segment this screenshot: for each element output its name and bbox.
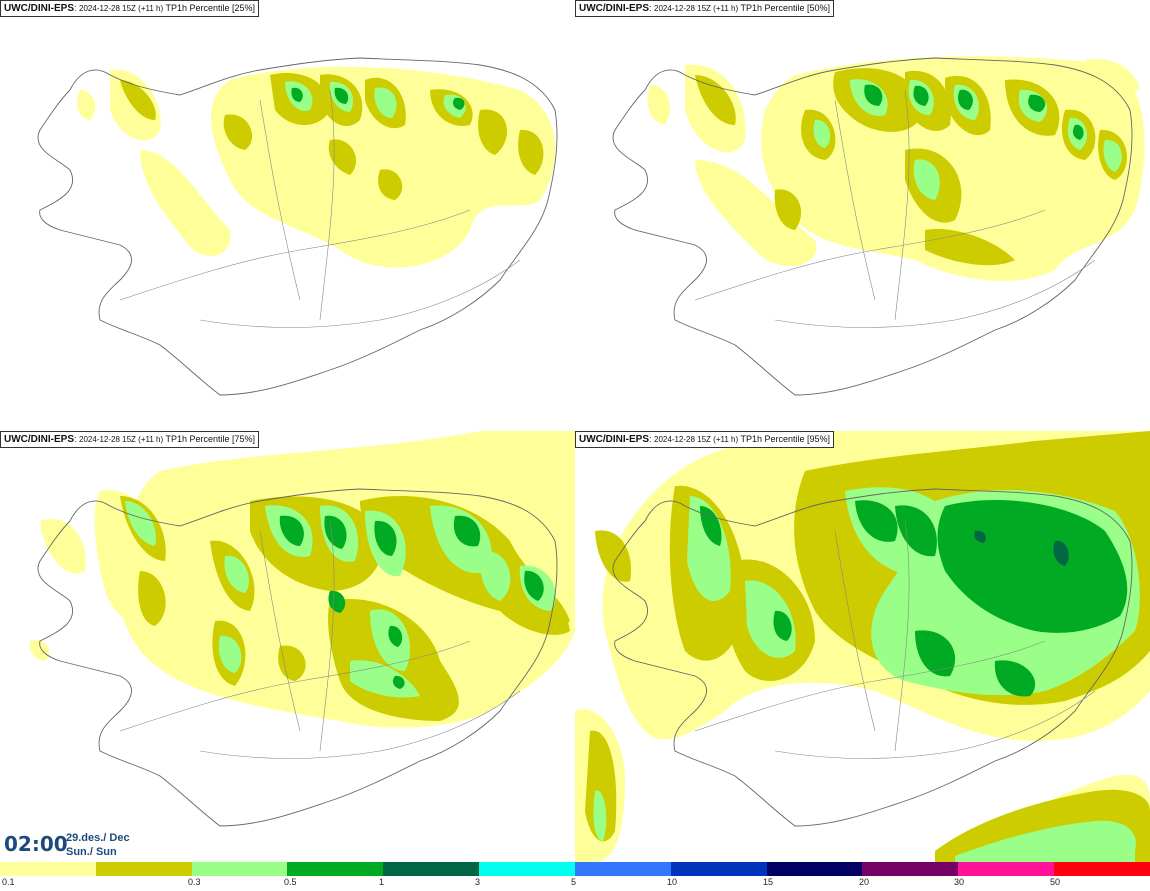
map-panel-p75: UWC/DINI-EPS: 2024-12-28 15Z (+11 h) TP1…: [0, 431, 575, 862]
colorbar-tick-label: 50: [1050, 877, 1061, 887]
colorbar-swatch: [958, 862, 1055, 876]
colorbar-swatch: [1054, 862, 1150, 876]
model-source: UWC/DINI-EPS: [579, 434, 649, 445]
colorbar-tick-label: 20: [859, 877, 870, 887]
iceland-coastline: [37, 57, 558, 396]
iceland-coastline: [612, 488, 1133, 827]
colorbar-tick-label: 0.5: [284, 877, 297, 887]
panel-title: UWC/DINI-EPS: 2024-12-28 15Z (+11 h) TP1…: [0, 431, 260, 448]
colorbar-tick-label: 30: [954, 877, 965, 887]
valid-time-clock: 02:00: [4, 832, 68, 856]
map-panel-p25: UWC/DINI-EPS: 2024-12-28 15Z (+11 h) TP1…: [0, 0, 575, 431]
colorbar-swatch: [191, 862, 288, 876]
model-source: UWC/DINI-EPS: [579, 3, 649, 14]
field-label: TP1h Percentile [95%]: [740, 434, 831, 444]
colorbar-ticks: 0.1 0.3 0.5 1 3 5 10 15 20 30 50: [0, 877, 1150, 891]
precip-map-p75: [29, 431, 575, 827]
precip-green-layer: [700, 500, 1128, 697]
valid-date-line-1: 29.des./ Dec: [66, 832, 130, 844]
colorbar-tick-label: 15: [763, 877, 774, 887]
colorbar-tick-label: 1: [379, 877, 385, 887]
map-panel-p50: UWC/DINI-EPS: 2024-12-28 15Z (+11 h) TP1…: [575, 0, 1150, 431]
model-source: UWC/DINI-EPS: [4, 3, 74, 14]
precip-map-p25: [37, 57, 558, 396]
panel-title: UWC/DINI-EPS: 2024-12-28 15Z (+11 h) TP1…: [575, 0, 835, 17]
model-source: UWC/DINI-EPS: [4, 434, 74, 445]
precip-green-layer: [291, 87, 465, 110]
colorbar-swatch: [479, 862, 575, 876]
colorbar-swatch: [574, 862, 671, 876]
panel-title: UWC/DINI-EPS: 2024-12-28 15Z (+11 h) TP1…: [0, 0, 260, 17]
colorbar-tick-label: 3: [475, 877, 481, 887]
colorbar-swatch: [766, 862, 863, 876]
road-network: [694, 520, 1096, 759]
colorbar-swatch: [0, 862, 96, 876]
colorbar-swatch: [862, 862, 959, 876]
field-label: TP1h Percentile [75%]: [165, 434, 256, 444]
run-time: 2024-12-28 15Z (+11 h): [654, 435, 739, 444]
map-panel-p95: UWC/DINI-EPS: 2024-12-28 15Z (+11 h) TP1…: [575, 431, 1150, 862]
precip-map-p50: [612, 56, 1145, 396]
precip-darkgreen-layer: [974, 530, 1069, 566]
precip-colorbar: [0, 862, 1150, 876]
field-label: TP1h Percentile [25%]: [165, 3, 256, 13]
precip-green-layer: [864, 84, 1084, 140]
colorbar-tick-label: 0.3: [188, 877, 201, 887]
colorbar-swatch: [287, 862, 384, 876]
iceland-coastline: [37, 488, 558, 827]
colorbar-tick-label: 0.1: [2, 877, 15, 887]
field-label: TP1h Percentile [50%]: [740, 3, 831, 13]
precip-green-layer: [279, 515, 544, 689]
panel-title: UWC/DINI-EPS: 2024-12-28 15Z (+11 h) TP1…: [575, 431, 835, 448]
iceland-coastline: [612, 57, 1133, 396]
run-time: 2024-12-28 15Z (+11 h): [654, 4, 739, 13]
road-network: [119, 520, 521, 759]
run-time: 2024-12-28 15Z (+11 h): [79, 4, 164, 13]
valid-date: 29.des./ Dec Sun./ Sun: [66, 831, 130, 859]
road-network: [694, 89, 1096, 328]
colorbar-swatch: [383, 862, 480, 876]
valid-time-box: 02:00 29.des./ Dec Sun./ Sun: [0, 826, 138, 862]
road-network: [119, 89, 521, 328]
precip-map-p95: [575, 431, 1150, 862]
run-time: 2024-12-28 15Z (+11 h): [79, 435, 164, 444]
colorbar-tick-label: 10: [667, 877, 678, 887]
valid-date-line-2: Sun./ Sun: [66, 846, 117, 858]
colorbar-swatch: [95, 862, 192, 876]
colorbar-tick-label: 5: [571, 877, 577, 887]
colorbar-swatch: [670, 862, 767, 876]
